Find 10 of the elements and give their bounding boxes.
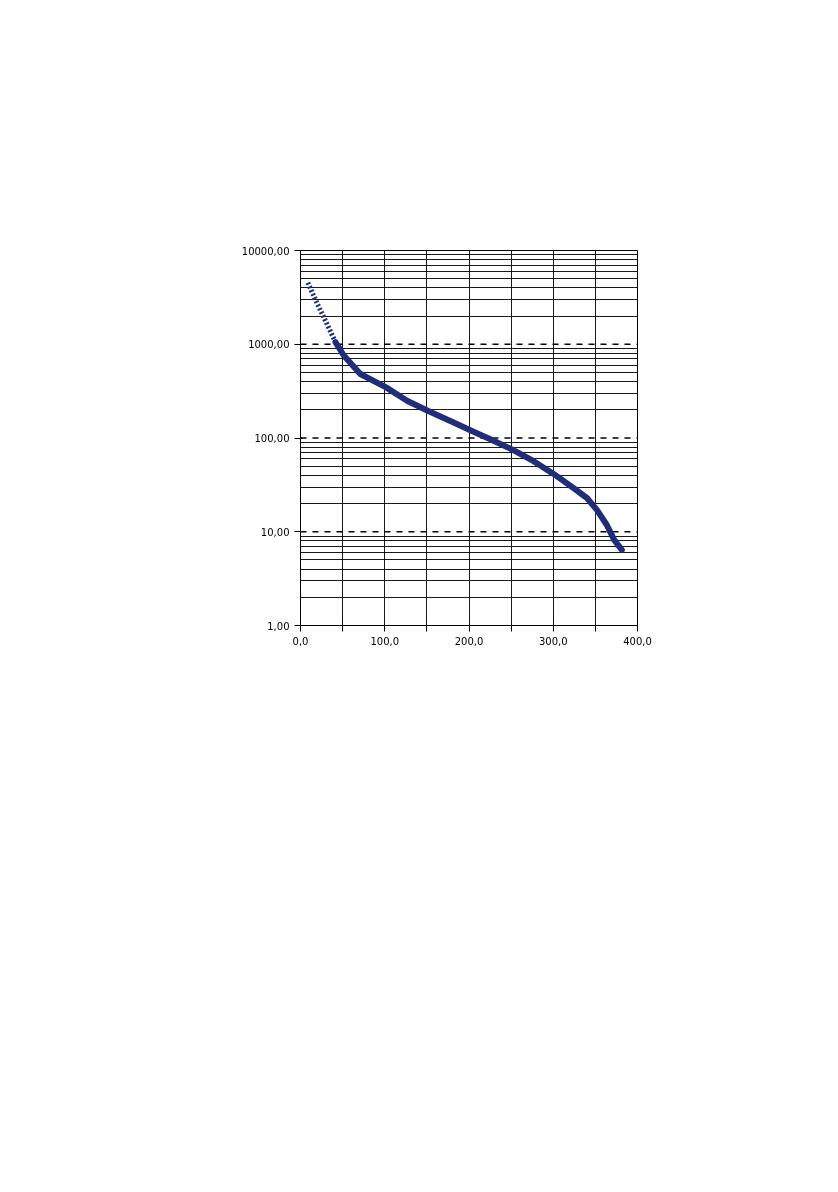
y-tick-label: 10,00 xyxy=(260,526,290,538)
y-tick-label: 100,00 xyxy=(254,433,290,444)
x-tick-label: 300,0 xyxy=(538,635,568,647)
x-tick-label: 400,0 xyxy=(623,635,652,647)
y-tick-label: 1,00 xyxy=(267,620,290,632)
y-tick-label: 10000,00 xyxy=(241,245,290,257)
x-tick-label: 0,0 xyxy=(292,635,309,647)
y-tick-label: 1000,00 xyxy=(248,339,290,351)
x-tick-label: 200,0 xyxy=(454,635,484,647)
x-tick-label: 100,0 xyxy=(370,635,400,647)
